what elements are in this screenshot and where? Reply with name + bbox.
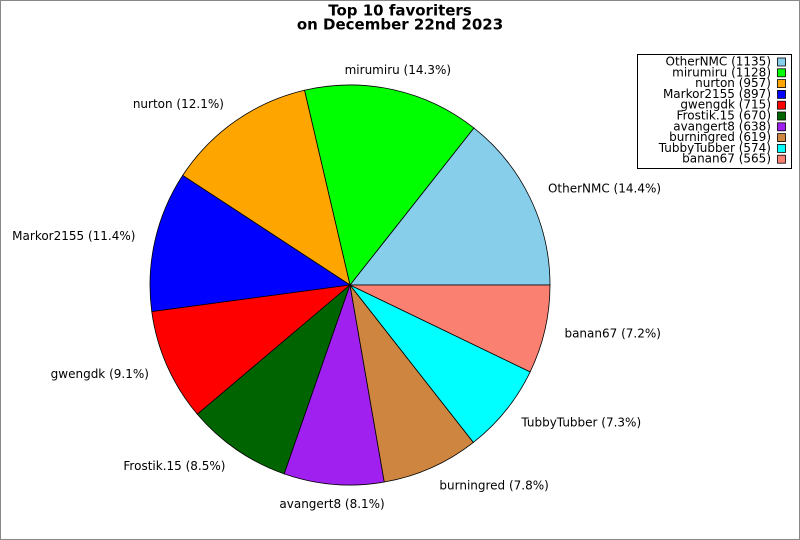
slice-label: Frostik.15 (8.5%)	[123, 459, 225, 473]
chart-subtitle: on December 22nd 2023	[297, 16, 503, 34]
legend-label: banan67 (565)	[682, 152, 771, 166]
pie-slice	[304, 84, 475, 286]
pie-slice	[349, 127, 551, 286]
legend-swatch	[777, 143, 786, 153]
slice-label: gwengdk (9.1%)	[51, 367, 149, 381]
legend-label: Markor2155 (897)	[663, 87, 771, 101]
legend-swatch	[777, 154, 786, 164]
slice-label: nurton (12.1%)	[133, 97, 224, 111]
slice-label: banan67 (7.2%)	[564, 327, 660, 341]
pie-slice	[349, 284, 474, 483]
slice-label: OtherNMC (14.4%)	[548, 182, 661, 196]
legend-label: Frostik.15 (670)	[677, 109, 771, 123]
slice-label: TubbyTubber (7.3%)	[520, 415, 641, 429]
slice-label: burningred (7.8%)	[439, 479, 548, 493]
legend-swatch	[777, 122, 786, 132]
legend-swatch	[777, 68, 786, 78]
legend-swatch	[777, 79, 786, 88]
legend-label: TubbyTubber (574)	[658, 141, 771, 155]
legend-swatch	[777, 100, 786, 110]
pie-slice	[349, 284, 551, 373]
slice-label: avangert8 (8.1%)	[279, 497, 384, 511]
legend-label: burningred (619)	[669, 130, 771, 144]
legend-label: OtherNMC (1135)	[666, 55, 772, 69]
chart-title: Top 10 favoriters	[328, 2, 472, 20]
pie-slice	[149, 174, 352, 313]
slice-label: mirumiru (14.3%)	[345, 63, 451, 77]
pie-slice	[182, 89, 351, 286]
pie-slice	[151, 284, 352, 415]
legend-label: mirumiru (1128)	[672, 65, 771, 79]
legend-label: avangert8 (638)	[673, 119, 771, 133]
legend-swatch	[777, 90, 786, 99]
legend-label: nurton (957)	[695, 76, 771, 90]
legend-swatch	[777, 57, 786, 67]
legend-box	[637, 54, 792, 169]
legend-label: gwengdk (715)	[680, 98, 771, 112]
legend-swatch	[777, 111, 786, 121]
slice-label: Markor2155 (11.4%)	[12, 229, 135, 243]
pie-slice	[283, 283, 385, 486]
pie-slice	[196, 283, 351, 475]
legend-swatch	[777, 133, 786, 143]
